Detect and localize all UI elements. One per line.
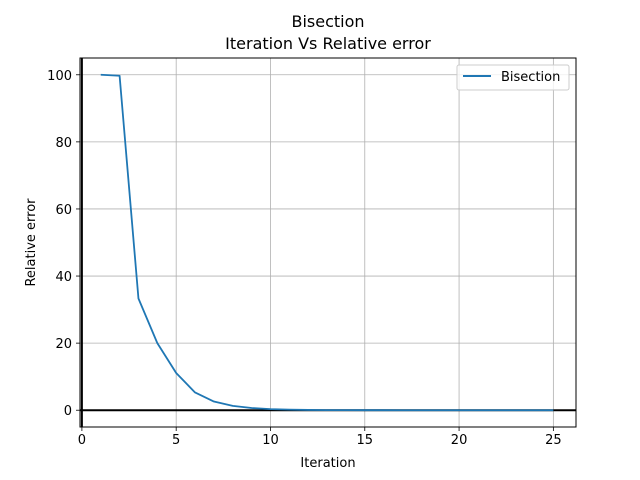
- plot-frame: [79, 57, 577, 428]
- y-tick-label: 80: [55, 136, 72, 151]
- y-tick-label: 0: [64, 404, 72, 419]
- y-tick-label: 20: [55, 337, 72, 352]
- grid: [80, 58, 576, 427]
- y-tick-label: 100: [47, 69, 72, 84]
- x-tick-label: 10: [262, 433, 279, 448]
- y-axis-ticks: 0 20 40 60 80 100: [47, 69, 80, 419]
- x-tick-label: 0: [78, 433, 86, 448]
- x-tick-label: 20: [451, 433, 468, 448]
- x-axis-label: Iteration: [300, 456, 355, 471]
- legend-label: Bisection: [501, 70, 560, 85]
- plot-area: [79, 57, 577, 428]
- legend-box: [456, 64, 570, 91]
- plot-background: [80, 58, 576, 427]
- y-axis-label: Relative error: [24, 198, 39, 287]
- x-tick-label: 5: [172, 433, 180, 448]
- y-tick-label: 40: [55, 270, 72, 285]
- legend: Bisection: [456, 64, 570, 91]
- x-axis-ticks: 0 5 10 15 20 25: [78, 427, 562, 448]
- y-tick-label: 60: [55, 203, 72, 218]
- chart-subtitle: Iteration Vs Relative error: [225, 34, 431, 53]
- series-line-0: [100, 73, 554, 412]
- x-tick-label: 25: [545, 433, 562, 448]
- series-layer: [100, 73, 554, 412]
- x-tick-label: 15: [357, 433, 374, 448]
- chart-title: Bisection: [291, 12, 364, 31]
